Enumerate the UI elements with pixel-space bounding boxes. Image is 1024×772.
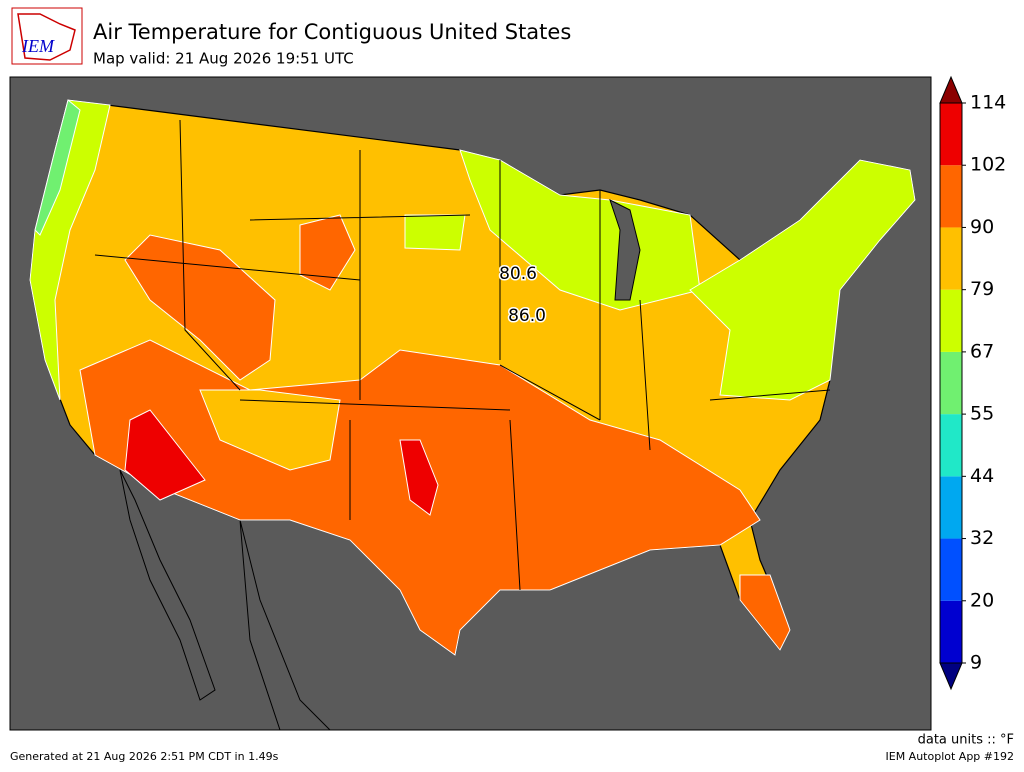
colorbar-label: 67 <box>970 340 994 362</box>
colorbar-bin <box>940 351 962 415</box>
colorbar-frame <box>939 102 963 664</box>
zone-arizona-hot <box>124 409 206 501</box>
colorbar-bin <box>940 476 962 539</box>
colorbar-bin <box>940 165 962 228</box>
footer-app: IEM Autoplot App #192 <box>886 750 1015 763</box>
colorbar-under <box>939 662 963 691</box>
zone-northeast <box>689 159 916 401</box>
state-borders <box>94 119 831 591</box>
colorbar-label: 32 <box>970 527 994 549</box>
colorbar-label: 114 <box>970 92 1006 114</box>
lake-michigan <box>609 199 641 301</box>
colorbar-bin <box>940 600 962 663</box>
colorbar-label: 44 <box>970 465 994 487</box>
colorbar-label: 9 <box>970 652 982 674</box>
footer-units: data units :: °F <box>918 733 1014 748</box>
subtitle: Map valid: 21 Aug 2026 19:51 UTC <box>93 50 354 68</box>
zone-plateau <box>199 389 341 471</box>
zone-coast-cool <box>34 99 81 236</box>
colorbar: 9 20 32 44 55 67 79 90 102 114 <box>939 75 1006 691</box>
station-label: 86.0 <box>508 306 546 326</box>
colorbar-label: 90 <box>970 216 994 238</box>
colorbar-bin <box>940 414 962 477</box>
colorbar-label: 102 <box>970 154 1006 176</box>
title: Air Temperature for Contiguous United St… <box>93 20 571 44</box>
map: 80.6 86.0 <box>9 76 932 731</box>
colorbar-bin <box>940 103 962 166</box>
logo-text: IEM <box>21 36 55 56</box>
colorbar-bin <box>940 538 962 601</box>
station-label: 80.6 <box>499 264 537 284</box>
colorbar-over <box>939 75 963 104</box>
mexico-coast <box>119 469 332 731</box>
colorbar-label: 55 <box>970 403 994 425</box>
zone-basin <box>124 214 356 381</box>
footer-generated: Generated at 21 Aug 2026 2:51 PM CDT in … <box>10 750 279 763</box>
colorbar-label: 79 <box>970 278 994 300</box>
colorbar-bin <box>940 227 962 290</box>
logo: IEM <box>11 7 83 65</box>
colorbar-label: 20 <box>970 589 994 611</box>
zone-texas-hot <box>399 439 439 516</box>
logo-shape <box>17 13 76 61</box>
colorbar-bin <box>940 289 962 352</box>
zone-dakota <box>404 214 466 251</box>
